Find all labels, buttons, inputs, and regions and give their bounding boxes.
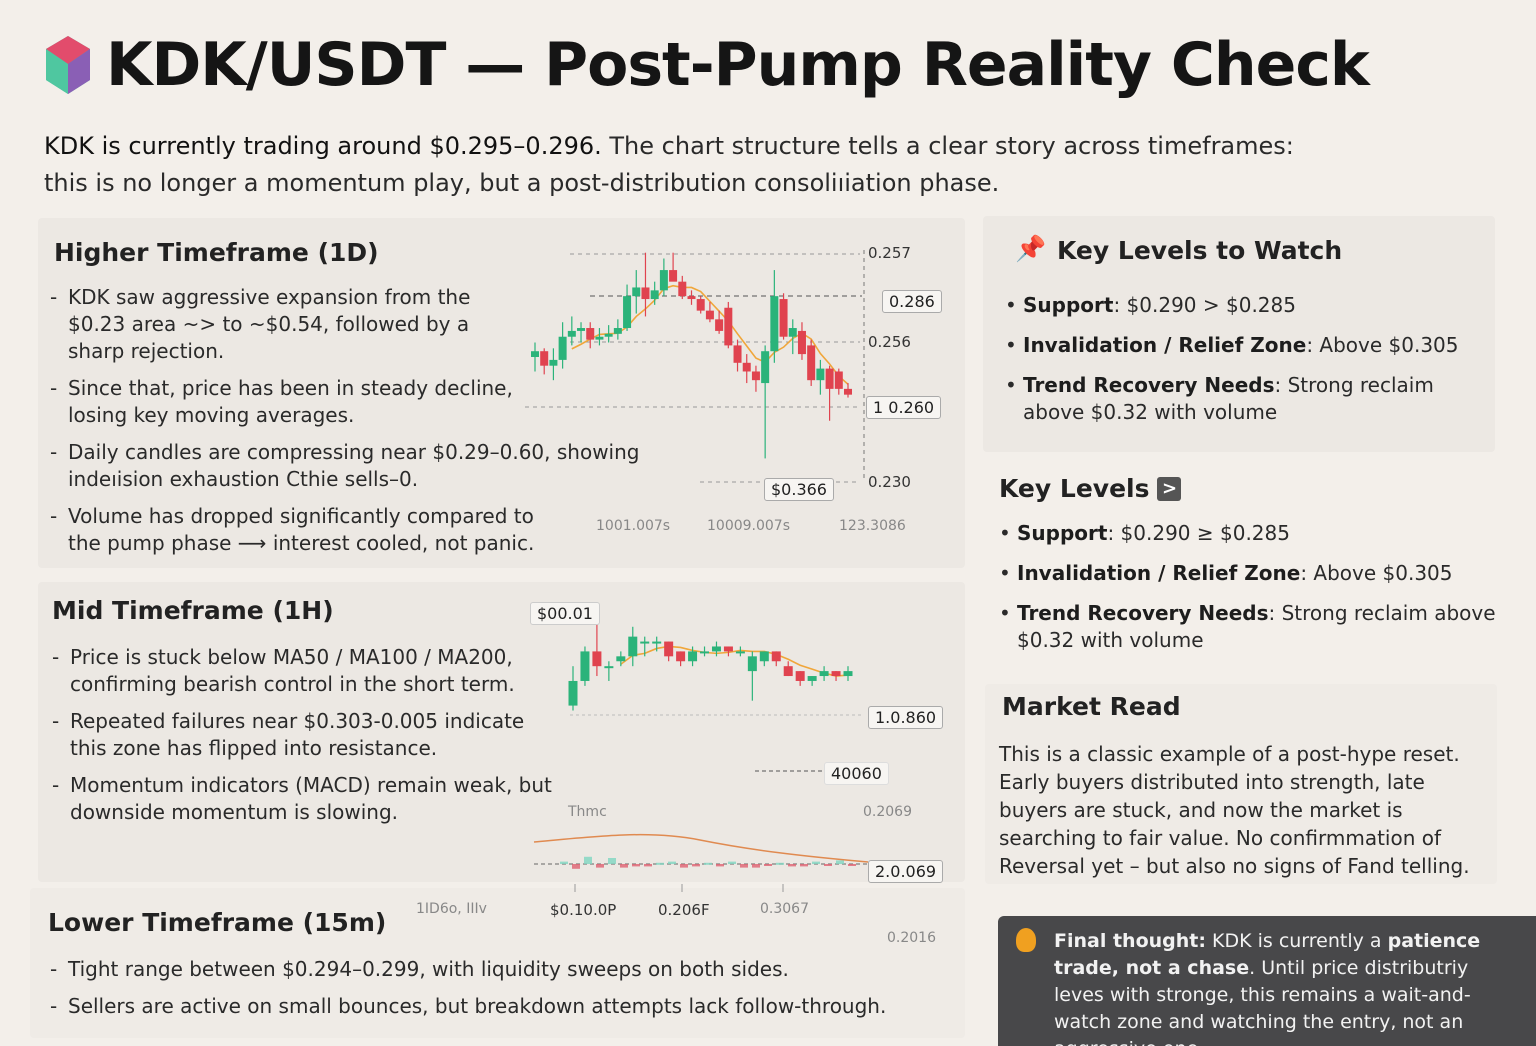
y-label: 0.256 (868, 333, 911, 351)
y-label: 0.230 (868, 473, 911, 491)
price-marker: 1.0.860 (868, 706, 944, 729)
y-label: 0.257 (868, 244, 911, 262)
pushpin-icon: 📌 (1015, 234, 1047, 263)
intro-lead: KDK is currently trading around $0.295–0… (44, 132, 602, 160)
mid-timeframe-panel: Mid Timeframe (1H) Price is stuck below … (38, 582, 965, 882)
level-item: Invalidation / Relief Zone: Above $0.305 (997, 560, 1497, 587)
bullet: Volume has dropped significantly compare… (50, 503, 568, 557)
x-label: 10009.007s (707, 518, 791, 534)
section-title: Higher Timeframe (1D) (54, 238, 379, 267)
mid-bullets: Price is stuck below MA50 / MA100 / MA20… (52, 644, 552, 836)
level-item: Trend Recovery Needs: Strong reclaim abo… (997, 600, 1497, 654)
bullet: Momentum indicators (MACD) remain weak, … (52, 772, 552, 826)
price-marker: 40060 (824, 762, 889, 785)
bullet: Daily candles are compressing near $0.29… (50, 439, 668, 493)
lower-timeframe-panel: Lower Timeframe (15m) Tight range betwee… (30, 888, 965, 1038)
section-title: Mid Timeframe (1H) (52, 596, 334, 625)
level-item: Trend Recovery Needs: Strong reclaim abo… (1003, 372, 1473, 426)
section-title: Market Read (1002, 692, 1181, 721)
bullet: Sellers are active on small bounces, but… (50, 993, 950, 1020)
higher-bullets: KDK saw aggressive expansion from the $0… (50, 284, 639, 567)
header: KDK/USDT — Post-Pump Reality Check (44, 30, 1370, 100)
market-read-text: This is a classic example of a post-hype… (999, 742, 1470, 878)
lower-bullets: Tight range between $0.294–0.299, with l… (50, 956, 950, 1030)
bullet: KDK saw aggressive expansion from the $0… (50, 284, 520, 365)
y-label: 0.2069 (863, 804, 912, 820)
market-read-panel: Market Read This is a classic example of… (985, 684, 1497, 884)
lightbulb-icon (1016, 928, 1036, 952)
key-levels-watch-list: Support: $0.290 > $0.285 Invalidation / … (1003, 292, 1473, 439)
bullet: Since that, price has been in steady dec… (50, 375, 520, 429)
x-label: 123.3086 (839, 518, 906, 534)
arrow-right-box-icon: > (1157, 476, 1182, 501)
section-title: Key Levels to Watch (1057, 236, 1343, 265)
level-item: Invalidation / Relief Zone: Above $0.305 (1003, 332, 1473, 359)
higher-timeframe-panel: Higher Timeframe (1D) KDK saw aggressive… (38, 218, 965, 568)
bullet: Tight range between $0.294–0.299, with l… (50, 956, 950, 983)
key-levels-list: Support: $0.290 ≥ $0.285 Invalidation / … (997, 520, 1497, 667)
key-levels-panel: Key Levels > Support: $0.290 ≥ $0.285 In… (983, 460, 1503, 680)
final-thought-box: Final thought: KDK is currently a patien… (998, 916, 1536, 1046)
price-marker: $00.01 (530, 602, 600, 625)
price-marker: 0.286 (882, 290, 942, 313)
intro-rest: The chart structure tells a clear story … (44, 132, 1294, 197)
hexagon-gem-logo (46, 36, 90, 94)
section-title: Lower Timeframe (15m) (48, 908, 387, 937)
key-levels-watch-panel: 📌 Key Levels to Watch Support: $0.290 > … (983, 216, 1495, 452)
corner-label: 1ID6o, IIIv (416, 901, 487, 917)
section-title: Key Levels (999, 474, 1150, 503)
y-label: 0.2016 (887, 930, 936, 946)
x-label: 0.3067 (760, 901, 809, 917)
level-item: Support: $0.290 > $0.285 (1003, 292, 1473, 319)
macd-label: Thmc (568, 804, 607, 820)
price-marker: 2.0.069 (868, 860, 944, 883)
bullet: Price is stuck below MA50 / MA100 / MA20… (52, 644, 552, 698)
x-label: $0.10.0P (550, 901, 617, 919)
final-thought-text: Final thought: KDK is currently a patien… (1054, 930, 1481, 1046)
bullet: Repeated failures near $0.303-0.005 indi… (52, 708, 552, 762)
level-item: Support: $0.290 ≥ $0.285 (997, 520, 1497, 547)
page-title: KDK/USDT — Post-Pump Reality Check (106, 30, 1370, 100)
x-label: 1001.007s (596, 518, 671, 534)
price-marker: $0.366 (764, 478, 834, 501)
x-label: 0.206F (658, 901, 710, 919)
intro-paragraph: KDK is currently trading around $0.295–0… (44, 128, 1344, 202)
price-marker: 1 0.260 (866, 396, 942, 419)
